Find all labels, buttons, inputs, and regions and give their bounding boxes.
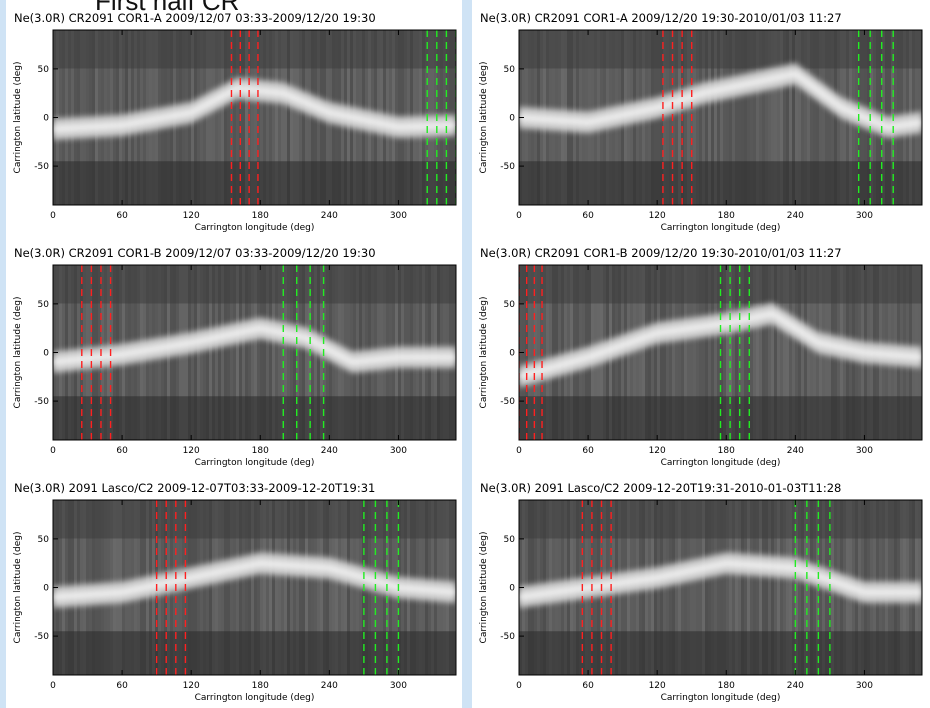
x-tick-label: 60 [116,446,128,456]
x-tick-label: 180 [718,446,735,456]
x-tick-label: 240 [787,681,804,691]
x-tick-label: 240 [787,211,804,221]
map-cor1b-first: Ne(3.0R) CR2091 COR1-B 2009/12/07 03:33-… [13,246,457,468]
map-cor1a-second: Ne(3.0R) CR2091 COR1-A 2009/12/20 19:30-… [479,11,923,233]
x-tick-label: 60 [116,211,128,221]
slide-header-label: First half CR [95,0,240,16]
y-tick-label: 0 [43,114,49,124]
x-tick-label: 300 [390,681,407,691]
panel-title: Ne(3.0R) CR2091 COR1-B 2009/12/07 03:33-… [14,246,376,260]
x-axis-label: Carrington longitude (deg) [661,223,781,233]
x-tick-label: 0 [516,211,522,221]
x-tick-label: 0 [516,446,522,456]
plot-area [53,500,456,675]
x-tick-label: 300 [390,446,407,456]
y-tick-label: -50 [34,162,49,172]
plot-area [53,30,456,205]
x-tick-label: 180 [252,211,269,221]
x-tick-label: 300 [856,211,873,221]
map-cor1b-second: Ne(3.0R) CR2091 COR1-B 2009/12/20 19:30-… [479,246,923,468]
x-tick-label: 240 [787,446,804,456]
panel-title: Ne(3.0R) CR2091 COR1-B 2009/12/20 19:30-… [480,246,842,260]
panel-title: Ne(3.0R) 2091 Lasco/C2 2009-12-20T19:31-… [480,481,841,495]
x-tick-label: 120 [183,446,200,456]
y-tick-label: 0 [509,584,515,594]
y-tick-label: 0 [509,114,515,124]
y-tick-label: 50 [38,300,50,310]
x-tick-label: 60 [582,446,594,456]
x-tick-label: 60 [582,211,594,221]
y-axis-label: Carrington latitude (deg) [13,532,23,644]
x-tick-label: 180 [718,211,735,221]
plot-area [519,265,922,440]
x-axis-label: Carrington longitude (deg) [661,693,781,703]
plot-area [53,265,456,440]
y-tick-label: 50 [38,65,50,75]
y-tick-label: -50 [500,397,515,407]
y-tick-label: -50 [500,632,515,642]
x-tick-label: 240 [321,446,338,456]
y-tick-label: 50 [504,535,516,545]
y-axis-label: Carrington latitude (deg) [479,62,489,174]
x-tick-label: 60 [116,681,128,691]
streamer-belt [53,552,456,608]
x-tick-label: 240 [321,681,338,691]
x-axis-label: Carrington longitude (deg) [195,693,315,703]
x-tick-label: 180 [252,446,269,456]
x-axis-label: Carrington longitude (deg) [195,223,315,233]
plot-area [519,30,922,205]
y-axis-label: Carrington latitude (deg) [479,297,489,409]
y-axis-label: Carrington latitude (deg) [13,62,23,174]
x-tick-label: 0 [50,446,56,456]
x-tick-label: 120 [649,681,666,691]
y-tick-label: 50 [38,535,50,545]
x-tick-label: 300 [390,211,407,221]
x-tick-label: 120 [649,211,666,221]
x-axis-label: Carrington longitude (deg) [661,458,781,468]
x-tick-label: 240 [321,211,338,221]
x-tick-label: 0 [516,681,522,691]
y-axis-label: Carrington latitude (deg) [13,297,23,409]
x-tick-label: 120 [183,211,200,221]
y-tick-label: 0 [43,349,49,359]
y-tick-label: -50 [500,162,515,172]
map-lasco-second: Ne(3.0R) 2091 Lasco/C2 2009-12-20T19:31-… [479,481,923,703]
x-tick-label: 120 [183,681,200,691]
streamer-core [53,85,456,133]
panel-title: Ne(3.0R) CR2091 COR1-A 2009/12/20 19:30-… [480,11,842,25]
y-tick-label: 50 [504,300,516,310]
x-tick-label: 180 [718,681,735,691]
streamer-core [519,310,922,380]
x-tick-label: 120 [649,446,666,456]
y-axis-label: Carrington latitude (deg) [479,532,489,644]
x-tick-label: 300 [856,446,873,456]
y-tick-label: 50 [504,65,516,75]
x-tick-label: 0 [50,681,56,691]
x-tick-label: 60 [582,681,594,691]
x-tick-label: 180 [252,681,269,691]
plot-area [519,500,922,675]
map-lasco-first: Ne(3.0R) 2091 Lasco/C2 2009-12-07T03:33-… [13,481,457,703]
streamer-core [53,560,456,601]
y-tick-label: -50 [34,397,49,407]
streamer-core [53,325,456,366]
panel-title: Ne(3.0R) CR2091 COR1-A 2009/12/07 03:33-… [14,11,376,25]
streamer-core [519,70,922,131]
x-tick-label: 0 [50,211,56,221]
x-axis-label: Carrington longitude (deg) [195,458,315,468]
map-cor1a-first: Ne(3.0R) CR2091 COR1-A 2009/12/07 03:33-… [13,11,457,233]
streamer-core [519,560,922,601]
y-tick-label: -50 [34,632,49,642]
panel-title: Ne(3.0R) 2091 Lasco/C2 2009-12-07T03:33-… [14,481,375,495]
streamer-belt [53,77,456,140]
x-tick-label: 300 [856,681,873,691]
streamer-belt [519,63,922,138]
y-tick-label: 0 [43,584,49,594]
y-tick-label: 0 [509,349,515,359]
